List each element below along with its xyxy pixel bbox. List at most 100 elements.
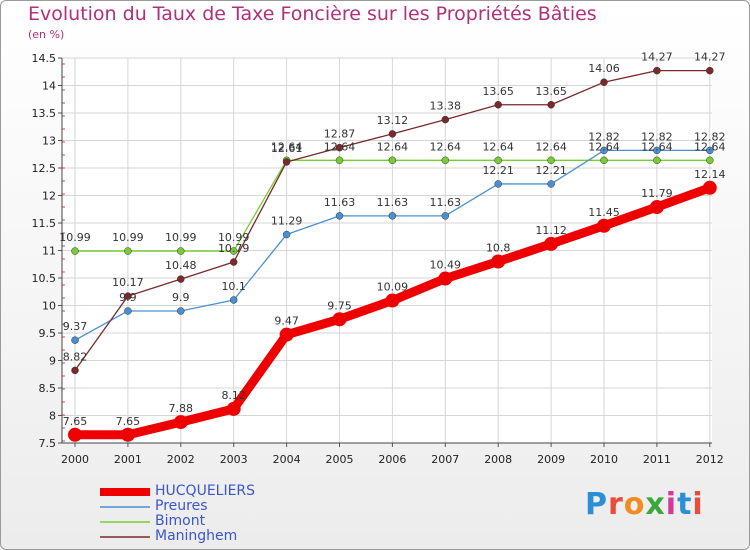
data-point-preures (388, 212, 397, 220)
y-tick-label: 12.5 (32, 162, 57, 175)
brand-logo: Proxiti (585, 487, 704, 522)
x-tick-label: 2011 (643, 453, 671, 466)
data-label-bimont: 12.64 (482, 140, 514, 153)
data-point-preures (600, 146, 608, 155)
data-label-bimont: 12.64 (641, 140, 673, 153)
y-tick-label: 7.5 (39, 437, 57, 450)
data-label-maninghem: 10.17 (112, 276, 144, 289)
y-tick-label: 12 (42, 190, 56, 203)
data-label-bimont: 12.64 (430, 140, 462, 153)
data-label-preures: 9.37 (63, 320, 88, 333)
data-label-preures: 11.63 (377, 196, 409, 209)
data-point-maninghem (124, 292, 132, 300)
data-label-bimont: 12.64 (588, 140, 620, 153)
data-point-hucqueliers (597, 218, 611, 233)
data-point-hucqueliers (491, 254, 506, 269)
data-label-bimont: 12.64 (324, 140, 356, 153)
data-label-maninghem: 14.27 (694, 51, 726, 64)
data-label-preures: 11.63 (324, 196, 356, 209)
legend-label-bimont: Bimont (155, 513, 206, 529)
data-label-bimont: 12.64 (535, 140, 567, 153)
data-point-maninghem (706, 66, 714, 75)
data-label-bimont: 12.64 (271, 140, 303, 153)
x-tick-label: 2002 (167, 453, 195, 466)
data-point-preures (71, 336, 79, 344)
y-tick-label: 10 (42, 300, 56, 313)
data-point-preures (177, 307, 185, 315)
data-point-bimont (441, 156, 450, 165)
legend-label-maninghem: Maninghem (155, 528, 238, 544)
legend-swatch-maninghem (100, 536, 150, 538)
data-label-hucqueliers: 8.12 (221, 389, 246, 402)
data-point-bimont (124, 247, 132, 255)
data-label-hucqueliers: 10.49 (430, 259, 462, 272)
data-label-bimont: 12.64 (377, 140, 409, 153)
y-tick-label: 13.5 (32, 107, 57, 120)
data-point-bimont (706, 156, 714, 165)
x-tick-label: 2010 (590, 453, 618, 466)
data-label-preures: 12.82 (694, 130, 726, 143)
data-label-maninghem: 12.87 (324, 128, 356, 141)
data-point-maninghem (229, 258, 238, 266)
brand-letter: P (585, 487, 608, 522)
brand-letter: i (665, 487, 678, 522)
data-point-bimont (388, 156, 397, 165)
legend-swatch-bimont (100, 521, 150, 523)
data-label-bimont: 10.99 (165, 231, 197, 244)
data-label-preures: 12.82 (588, 130, 620, 143)
data-label-maninghem: 13.38 (430, 100, 462, 113)
data-label-hucqueliers: 11.12 (535, 224, 567, 237)
data-label-maninghem: 14.27 (641, 51, 673, 64)
data-point-hucqueliers (279, 327, 294, 342)
legend-label-hucqueliers: HUCQUELIERS (155, 483, 256, 499)
data-point-maninghem (388, 130, 397, 138)
y-tick-label: 14.5 (32, 52, 57, 65)
data-label-preures: 10.1 (221, 280, 246, 293)
data-label-hucqueliers: 10.09 (377, 281, 409, 294)
data-point-bimont (177, 247, 185, 255)
data-point-preures (706, 146, 714, 155)
data-label-maninghem: 10.48 (165, 259, 197, 272)
data-point-maninghem (177, 275, 185, 283)
data-label-hucqueliers: 11.45 (588, 206, 620, 219)
legend-label-preures: Preures (155, 498, 208, 514)
data-label-maninghem: 10.79 (218, 242, 250, 255)
y-tick-label: 8 (49, 410, 56, 423)
data-label-hucqueliers: 11.79 (641, 187, 673, 200)
data-point-maninghem (335, 143, 344, 152)
data-label-bimont: 10.99 (218, 231, 250, 244)
data-label-preures: 9.9 (119, 291, 137, 304)
data-label-maninghem: 8.82 (63, 350, 88, 363)
x-tick-label: 2000 (61, 453, 89, 466)
brand-letter: x (645, 487, 666, 522)
chart-title: Evolution du Taux de Taxe Foncière sur l… (28, 3, 597, 25)
y-tick-label: 11.5 (32, 217, 57, 230)
brand-letter: r (608, 487, 624, 522)
x-tick-label: 2005 (326, 453, 354, 466)
data-point-preures (124, 307, 132, 315)
data-point-preures (653, 146, 661, 155)
data-point-maninghem (494, 101, 502, 109)
y-tick-label: 10.5 (32, 272, 57, 285)
x-tick-label: 2012 (696, 453, 724, 466)
data-point-bimont (653, 156, 661, 165)
data-label-bimont: 12.64 (694, 140, 726, 153)
data-label-hucqueliers: 7.88 (169, 402, 194, 415)
x-tick-label: 2007 (431, 453, 459, 466)
y-tick-label: 9.5 (39, 327, 57, 340)
data-label-hucqueliers: 10.8 (486, 242, 511, 255)
data-label-maninghem: 13.65 (482, 85, 514, 98)
data-point-hucqueliers (385, 293, 400, 308)
data-point-bimont (494, 156, 502, 165)
data-point-bimont (229, 247, 238, 255)
legend-swatch-preures (100, 506, 150, 508)
data-point-preures (335, 212, 344, 220)
y-tick-label: 14 (42, 80, 56, 93)
brand-letter: i (692, 487, 704, 522)
x-tick-label: 2001 (114, 453, 142, 466)
data-point-maninghem (653, 66, 661, 75)
x-tick-label: 2004 (273, 453, 301, 466)
data-point-maninghem (547, 101, 555, 109)
data-point-preures (441, 212, 450, 220)
x-tick-label: 2008 (484, 453, 512, 466)
